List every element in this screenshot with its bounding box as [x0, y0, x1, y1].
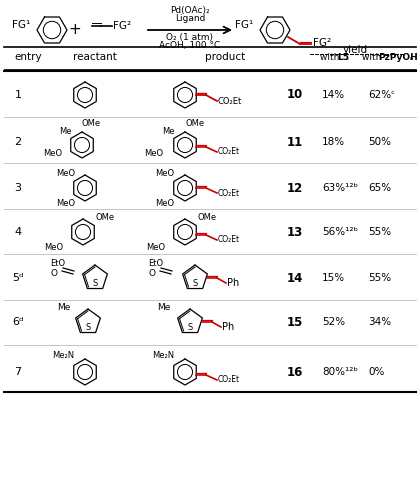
Text: 6ᵈ: 6ᵈ — [12, 317, 24, 327]
Text: FG²: FG² — [113, 21, 131, 31]
Text: OMe: OMe — [185, 118, 204, 128]
Text: CO₂Et: CO₂Et — [218, 96, 242, 106]
Text: 18%: 18% — [322, 137, 345, 147]
Text: PzPyOH: PzPyOH — [378, 54, 418, 62]
Text: 56%¹²ᵇ: 56%¹²ᵇ — [322, 227, 358, 237]
Text: Me: Me — [163, 126, 175, 136]
Text: reactant: reactant — [73, 52, 117, 62]
Text: 15%: 15% — [322, 273, 345, 283]
Text: MeO: MeO — [44, 242, 63, 252]
Text: 63%¹²ᵇ: 63%¹²ᵇ — [322, 183, 358, 193]
Text: CO₂Et: CO₂Et — [218, 236, 240, 244]
Text: yield: yield — [342, 45, 368, 55]
Text: 55%: 55% — [368, 227, 391, 237]
Text: Pd(OAc)₂: Pd(OAc)₂ — [170, 6, 210, 15]
Text: 55%: 55% — [368, 273, 391, 283]
Text: ᵇ: ᵇ — [410, 58, 413, 64]
Text: MeO: MeO — [56, 168, 75, 177]
Text: AcOH, 100 °C: AcOH, 100 °C — [159, 41, 220, 50]
Text: 13: 13 — [287, 226, 303, 238]
Text: Me: Me — [60, 126, 72, 136]
Text: O: O — [50, 270, 58, 278]
Text: 14: 14 — [287, 272, 303, 284]
Text: OMe: OMe — [82, 118, 101, 128]
Text: 15: 15 — [287, 316, 303, 328]
Text: CO₂Et: CO₂Et — [218, 148, 240, 156]
Text: S: S — [192, 280, 198, 288]
Text: MeO: MeO — [155, 168, 174, 177]
Text: 52%: 52% — [322, 317, 345, 327]
Text: 80%¹²ᵇ: 80%¹²ᵇ — [322, 367, 358, 377]
Text: O: O — [149, 270, 155, 278]
Text: 62%ᶜ: 62%ᶜ — [368, 90, 395, 100]
Text: Me: Me — [57, 304, 70, 312]
Text: MeO: MeO — [144, 150, 163, 158]
Text: MeO: MeO — [43, 150, 62, 158]
Text: 14%: 14% — [322, 90, 345, 100]
Text: S: S — [187, 324, 193, 332]
Text: CO₂Et: CO₂Et — [218, 188, 240, 198]
Text: FG²: FG² — [313, 38, 331, 48]
Text: Me₂N: Me₂N — [152, 350, 174, 360]
Text: S: S — [92, 280, 97, 288]
Text: Ph: Ph — [227, 278, 239, 288]
Text: Ligand: Ligand — [175, 14, 205, 23]
Text: S: S — [85, 324, 91, 332]
Text: MeO: MeO — [155, 198, 174, 207]
Text: EtO: EtO — [148, 260, 163, 268]
Text: ᵃ: ᵃ — [346, 58, 349, 64]
Text: Ph: Ph — [222, 322, 234, 332]
Text: 10: 10 — [287, 88, 303, 102]
Text: 5ᵈ: 5ᵈ — [12, 273, 24, 283]
Text: 7: 7 — [14, 367, 21, 377]
Text: 11: 11 — [287, 136, 303, 148]
Text: with: with — [320, 54, 342, 62]
Text: +: + — [68, 22, 81, 38]
Text: O₂ (1 atm): O₂ (1 atm) — [166, 33, 213, 42]
Text: 2: 2 — [14, 137, 21, 147]
Text: 16: 16 — [287, 366, 303, 378]
Text: CO₂Et: CO₂Et — [218, 376, 240, 384]
Text: 34%: 34% — [368, 317, 391, 327]
Text: entry: entry — [14, 52, 42, 62]
Text: 12: 12 — [287, 182, 303, 194]
Text: OMe: OMe — [197, 212, 216, 222]
Text: 4: 4 — [14, 227, 21, 237]
Text: FG¹: FG¹ — [235, 20, 253, 30]
Text: Me: Me — [158, 304, 171, 312]
Text: 50%: 50% — [368, 137, 391, 147]
Text: MeO: MeO — [56, 198, 75, 207]
Text: 0%: 0% — [368, 367, 384, 377]
Text: Me₂N: Me₂N — [52, 350, 74, 360]
Text: EtO: EtO — [50, 260, 65, 268]
Text: 1: 1 — [15, 90, 21, 100]
Text: with: with — [362, 54, 384, 62]
Text: 65%: 65% — [368, 183, 391, 193]
Text: FG¹: FG¹ — [12, 20, 30, 30]
Text: L5: L5 — [337, 54, 349, 62]
Text: OMe: OMe — [96, 212, 115, 222]
Text: 3: 3 — [15, 183, 21, 193]
Text: product: product — [205, 52, 245, 62]
Text: MeO: MeO — [146, 242, 165, 252]
